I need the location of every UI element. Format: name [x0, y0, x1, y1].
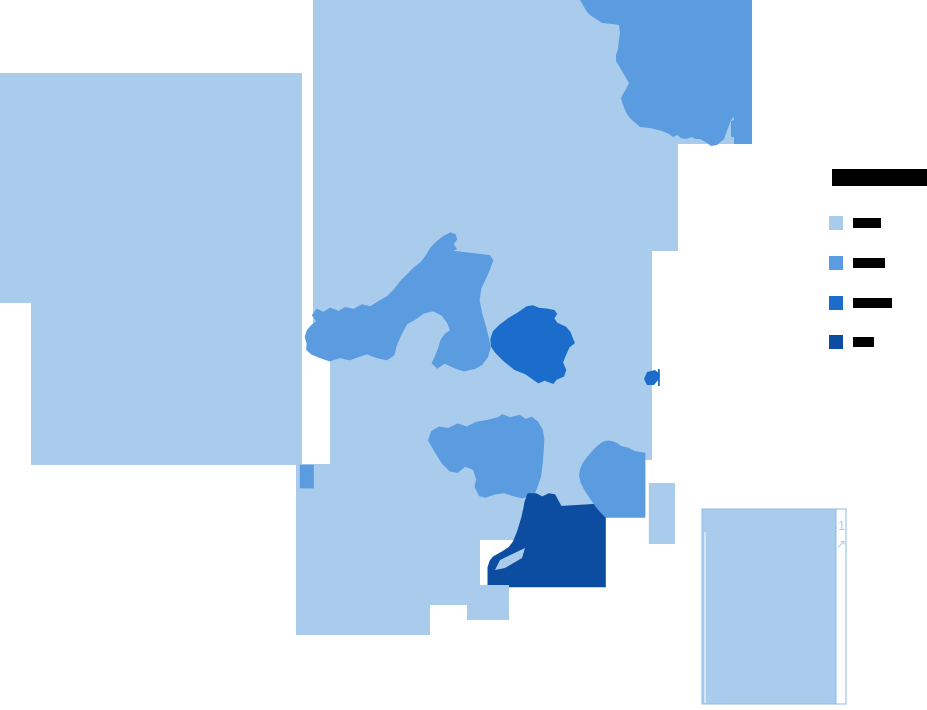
svg-text:1: 1: [838, 518, 845, 533]
svg-text:↗: ↗: [836, 537, 846, 551]
